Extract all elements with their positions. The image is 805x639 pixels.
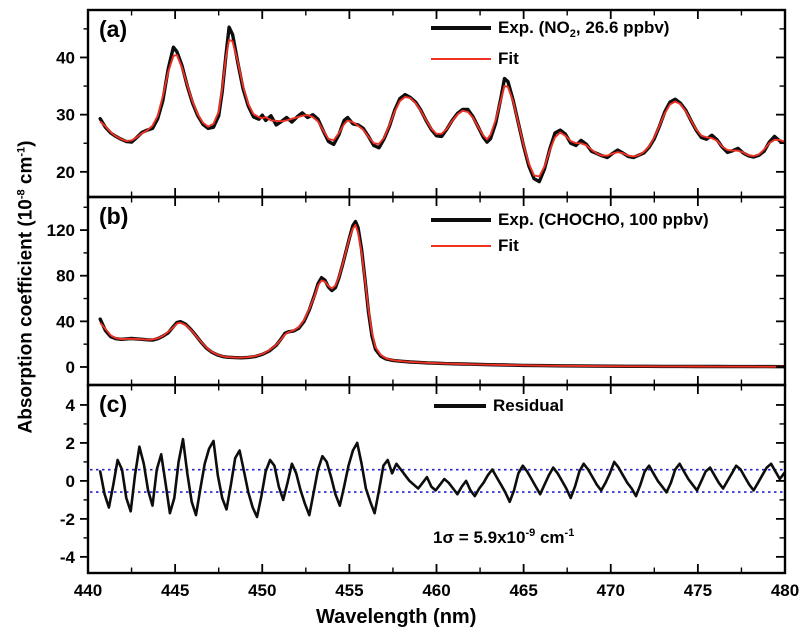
- legend-a-exp: Exp. (NO2, 26.6 ppbv): [431, 18, 670, 40]
- x-tick-label: 465: [509, 581, 537, 600]
- legend-a-exp-label: Exp. (NO2, 26.6 ppbv): [498, 18, 670, 40]
- legend-b-exp-label: Exp. (CHOCHO, 100 ppbv): [498, 210, 709, 229]
- x-tick-label: 440: [74, 581, 102, 600]
- y-tick-label: 40: [56, 48, 75, 67]
- legend-b-fit: Fit: [431, 236, 519, 256]
- x-tick-label: 450: [248, 581, 276, 600]
- y-tick-label: 20: [56, 163, 75, 182]
- exp-curve-a: [98, 25, 784, 184]
- x-tick-label: 480: [771, 581, 799, 600]
- panel-frame-c: [86, 383, 787, 575]
- legend-a-fit-label: Fit: [498, 49, 519, 68]
- residual-line-swatch: [434, 404, 486, 408]
- y-axis-title: Absorption coefficient (10-8 cm-1): [15, 140, 36, 433]
- panel-a-letter: (a): [99, 16, 128, 42]
- legend-b-fit-label: Fit: [498, 236, 519, 255]
- fit-line-swatch: [431, 245, 491, 247]
- y-tick-label: -2: [60, 510, 75, 529]
- y-tick-label: 30: [56, 106, 75, 125]
- y-tick-label: 0: [66, 472, 75, 491]
- y-tick-label: 120: [47, 221, 75, 240]
- panel-c-letter: (c): [99, 391, 128, 417]
- sigma-annotation: 1σ = 5.9x10-9 cm-1: [433, 527, 575, 547]
- y-tick-label: 80: [56, 267, 75, 286]
- y-tick-label: 4: [66, 396, 76, 415]
- legend-b-exp: Exp. (CHOCHO, 100 ppbv): [431, 210, 709, 230]
- x-tick-label: 470: [597, 581, 625, 600]
- x-axis-title: Wavelength (nm): [316, 606, 477, 628]
- x-tick-label: 445: [161, 581, 189, 600]
- y-tick-label: 40: [56, 312, 75, 331]
- exp-curve-c: [98, 437, 784, 519]
- exp-line-swatch: [431, 218, 491, 222]
- y-tick-label: 0: [66, 358, 75, 377]
- legend-a-fit: Fit: [431, 49, 519, 69]
- panel-b-letter: (b): [99, 203, 129, 229]
- fit-curve-a: [99, 38, 784, 178]
- legend-c-residual-label: Residual: [493, 396, 564, 415]
- y-tick-label: 2: [66, 434, 75, 453]
- x-tick-label: 475: [684, 581, 712, 600]
- x-tick-label: 455: [335, 581, 363, 600]
- legend-c-residual: Residual: [434, 396, 564, 416]
- exp-line-swatch: [431, 26, 491, 30]
- fit-line-swatch: [431, 58, 491, 60]
- x-tick-label: 460: [422, 581, 450, 600]
- fit-curve-b: [99, 223, 784, 368]
- y-tick-label: -4: [60, 548, 76, 567]
